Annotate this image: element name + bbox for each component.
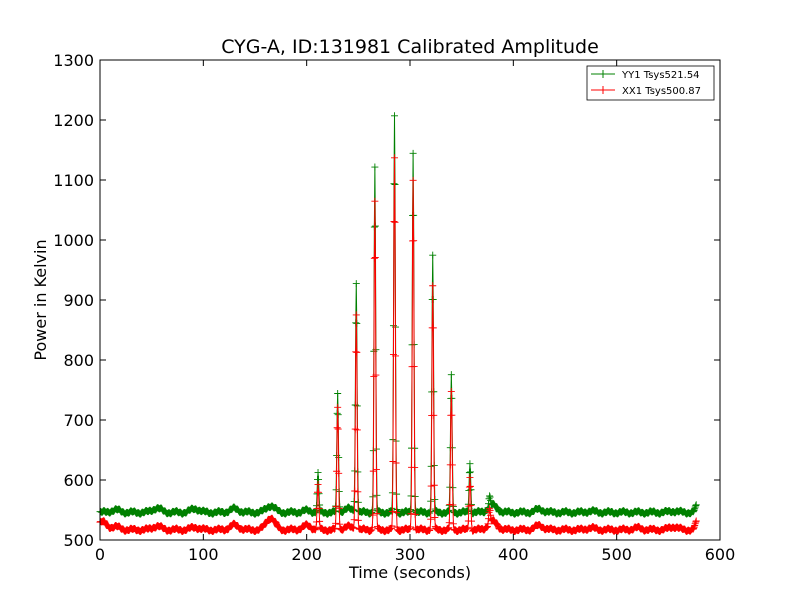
y-tick-label: 1100 bbox=[53, 171, 94, 190]
chart-title: CYG-A, ID:131981 Calibrated Amplitude bbox=[221, 36, 599, 58]
y-tick-label: 1000 bbox=[53, 231, 94, 250]
y-tick-label: 1200 bbox=[53, 111, 94, 130]
legend: YY1 Tsys521.54 XX1 Tsys500.87 bbox=[586, 65, 715, 101]
x-tick-label: 0 bbox=[95, 545, 105, 564]
plot-area bbox=[96, 112, 700, 536]
x-tick-label: 200 bbox=[291, 545, 322, 564]
y-tick-label: 1300 bbox=[53, 51, 94, 70]
x-tick-label: 100 bbox=[188, 545, 219, 564]
y-tick-label: 500 bbox=[63, 531, 94, 550]
axis-ticks: 0 100 200 300 400 500 600 500 600 700 800 900 1000 11… bbox=[53, 51, 735, 564]
x-tick-label: 600 bbox=[705, 545, 736, 564]
y-tick-label: 900 bbox=[63, 291, 94, 310]
y-tick-label: 700 bbox=[63, 411, 94, 430]
legend-label-xx1: XX1 Tsys500.87 bbox=[622, 86, 701, 97]
legend-marker-yy1 bbox=[599, 70, 607, 78]
legend-label-yy1: YY1 Tsys521.54 bbox=[621, 70, 700, 81]
x-axis-label: Time (seconds) bbox=[348, 563, 471, 582]
series-1 bbox=[96, 154, 700, 536]
x-tick-label: 400 bbox=[498, 545, 529, 564]
x-tick-label: 500 bbox=[601, 545, 632, 564]
legend-box bbox=[586, 65, 715, 101]
y-axis-label: Power in Kelvin bbox=[31, 239, 50, 360]
x-tick-label: 300 bbox=[395, 545, 426, 564]
plot-frame bbox=[99, 59, 721, 541]
y-tick-label: 600 bbox=[63, 471, 94, 490]
y-tick-label: 800 bbox=[63, 351, 94, 370]
legend-marker-xx1 bbox=[599, 86, 607, 94]
